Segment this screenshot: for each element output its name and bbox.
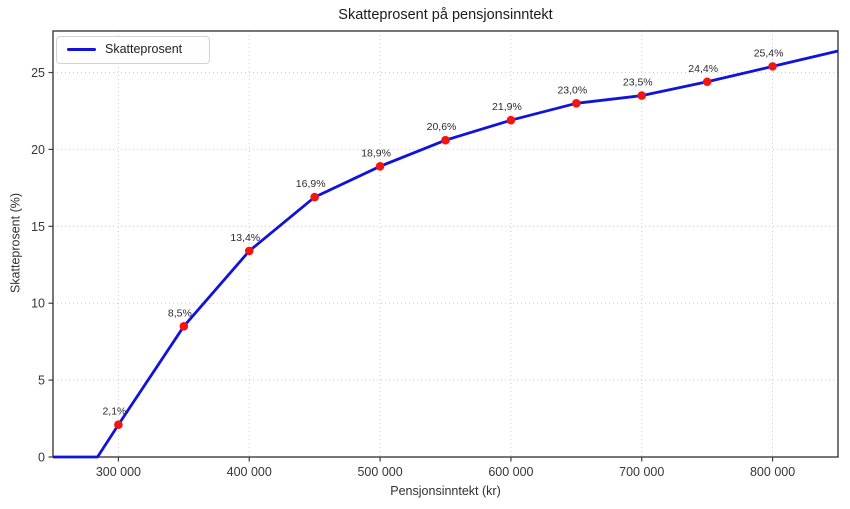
y-axis-label: Skatteprosent (%) xyxy=(8,192,23,294)
y-tick-label: 10 xyxy=(31,297,45,311)
y-tick-label: 0 xyxy=(38,451,45,465)
data-point-marker xyxy=(114,420,123,430)
data-point-marker xyxy=(637,91,647,100)
data-point-marker xyxy=(375,162,385,171)
x-tick-label: 800 000 xyxy=(750,465,795,479)
legend: Skatteprosent xyxy=(56,36,210,64)
data-point-label: 18,9% xyxy=(361,147,391,159)
data-point-label: 16,9% xyxy=(296,178,326,190)
data-point-label: 13,4% xyxy=(230,232,260,244)
data-point-marker xyxy=(244,246,254,256)
y-tick-label: 5 xyxy=(38,374,45,388)
data-point-label: 2,1% xyxy=(102,406,126,418)
data-point-label: 25,4% xyxy=(754,47,784,59)
data-point-label: 21,9% xyxy=(492,101,522,113)
data-point-marker xyxy=(506,115,516,125)
data-point-label: 8,5% xyxy=(168,307,192,319)
data-point-marker xyxy=(572,98,581,108)
x-axis-label: Pensjonsinntekt (kr) xyxy=(390,484,501,498)
x-tick-label: 700 000 xyxy=(619,465,664,479)
data-point-marker xyxy=(768,62,777,71)
data-point-marker xyxy=(702,77,712,87)
x-tick-label: 600 000 xyxy=(488,465,533,479)
x-tick-label: 400 000 xyxy=(227,465,272,479)
data-point-label: 23,5% xyxy=(623,77,653,89)
y-tick-label: 20 xyxy=(31,143,45,157)
data-point-label: 20,6% xyxy=(427,121,457,133)
x-tick-label: 300 000 xyxy=(96,465,141,479)
legend-label: Skatteprosent xyxy=(105,42,183,56)
data-point-marker xyxy=(310,192,319,202)
series-line xyxy=(53,49,839,459)
data-point-label: 23,0% xyxy=(557,84,587,96)
plot-border xyxy=(52,30,839,458)
data-point-marker xyxy=(179,321,189,331)
y-tick-label: 15 xyxy=(31,220,45,234)
x-tick-label: 500 000 xyxy=(357,465,402,479)
chart-title: Skatteprosent på pensjonsinntekt xyxy=(338,7,553,23)
data-point-marker xyxy=(441,135,450,145)
y-tick-label: 25 xyxy=(31,66,45,80)
data-point-label: 24,4% xyxy=(688,63,718,75)
legend-line-swatch-icon xyxy=(67,48,96,52)
